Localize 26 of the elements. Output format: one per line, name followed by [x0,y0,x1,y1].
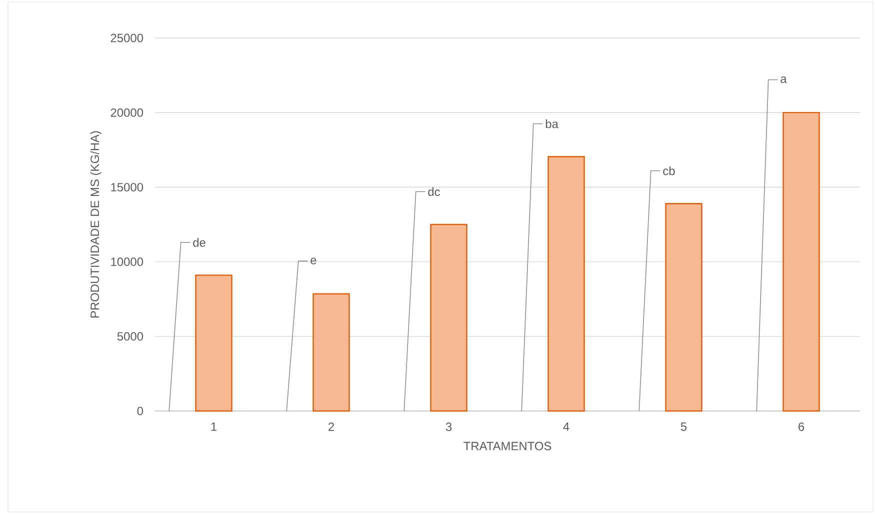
y-tick-label: 0 [137,406,144,416]
bar [548,156,585,412]
bar [312,293,350,412]
x-axis-title: TRATAMENTOS [464,442,552,450]
x-tick-label: 4 [563,422,570,431]
bar [195,274,232,412]
x-tick-label: 2 [328,422,334,431]
data-label: ba [546,119,558,128]
data-label: e [310,258,316,264]
y-tick-label: 20000 [110,108,144,117]
bar [665,202,702,412]
y-axis-title: PRODUTIVIDADE DE MS (KG/HA) [90,131,102,318]
x-tick-label: 6 [798,422,804,431]
data-label: cb [663,166,675,176]
bar [430,224,468,412]
data-label: de [193,238,206,247]
x-tick-label: 5 [680,422,687,431]
y-tick-label: 5000 [117,332,144,341]
x-tick-label: 1 [211,422,216,431]
y-tick-label: 15000 [111,182,144,192]
data-label: a [780,76,787,84]
y-tick-label: 10000 [111,258,144,266]
y-tick-label: 25000 [110,34,144,42]
data-label: dc [428,187,440,196]
x-tick-label: 3 [446,422,452,431]
bar [782,112,820,412]
